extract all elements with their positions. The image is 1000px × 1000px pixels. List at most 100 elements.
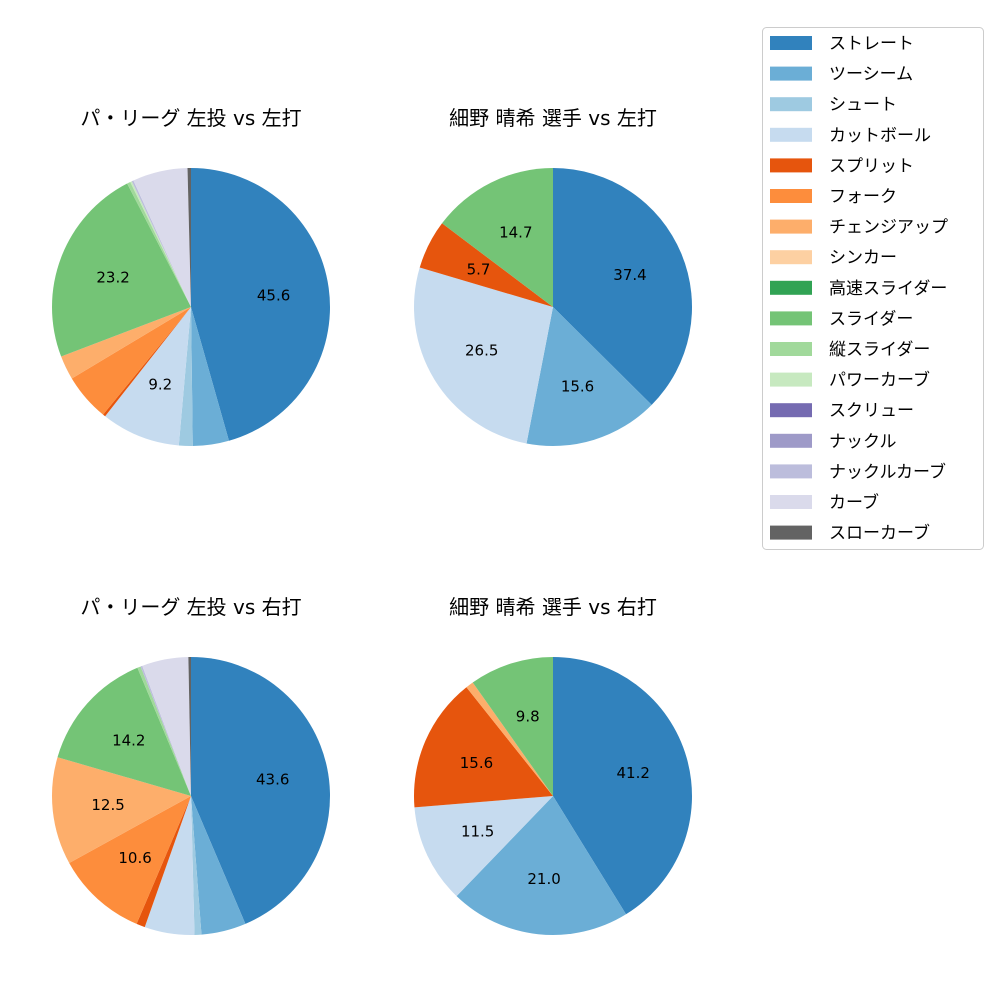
legend-swatch [770,525,812,540]
legend-swatch [770,280,812,295]
legend-swatch [770,127,812,142]
legend-item: 高速スライダー [770,279,947,299]
pie-slice [51,183,191,357]
pie-slice [131,180,191,307]
legend-swatch [770,158,812,173]
legend-swatch [770,250,812,265]
legend-swatch [770,495,812,509]
legend-label: ストレート [829,34,914,54]
legend-label: スローカーブ [829,523,930,544]
legend-item: チェンジアップ [770,218,948,238]
legend-item: フォーク [770,187,897,207]
pie-title: 細野 晴希 選手 vs 右打 [449,595,657,619]
legend-item: スクリュー [770,401,914,421]
pie-slice [472,657,553,796]
legend: ストレートツーシームシュートカットボールスプリットフォークチェンジアップシンカー… [762,27,984,550]
pie-slice [69,796,191,924]
legend-item: ナックルカーブ [770,461,946,482]
pie-slice [136,796,191,928]
slice-label: 43.6 [256,770,289,788]
slice-label: 5.7 [467,260,491,278]
pie-slice [57,667,191,796]
pie-chart-3: パ・リーグ 左投 vs 右打 43.6 10.6 12.5 14.2 [51,595,331,935]
legend-label: チェンジアップ [829,218,948,238]
slice-label: 14.2 [112,731,145,749]
slice-label: 15.6 [460,754,493,772]
pie-slice [419,223,553,307]
legend-label: カーブ [829,492,879,513]
legend-swatch [770,464,812,479]
pie-slice [133,168,191,307]
legend-label: スクリュー [829,401,914,421]
pie-slice [105,307,191,446]
slice-label: 14.7 [499,223,532,241]
legend-swatch [770,189,812,203]
legend-item: シンカー [770,248,897,268]
legend-item: 縦スライダー [770,340,930,360]
legend-item: パワーカーブ [770,370,930,391]
pie-slice [414,267,553,444]
pie-slice [71,307,191,415]
legend-label: ツーシーム [829,65,913,85]
pie-slice [140,665,191,796]
pie-slice [553,168,693,405]
pie-slice [187,168,191,307]
pie-slice [526,307,652,446]
pie-slice [51,757,191,863]
legend-label: シュート [829,95,897,115]
legend-item: スプリット [770,156,914,176]
pie-slice [188,657,191,796]
pie-slice [130,181,191,307]
legend-label: フォーク [829,187,897,207]
legend-label: 縦スライダー [829,340,930,360]
pie-slice [142,657,191,796]
pie-slice [137,666,191,796]
pie-slice [144,796,195,935]
legend-label: スプリット [829,156,914,176]
pie-slice [191,796,246,935]
pie-title: パ・リーグ 左投 vs 右打 [80,595,301,619]
legend-item: ナックル [770,432,897,452]
legend-swatch [770,311,812,326]
pie-slice [191,796,202,935]
pie-slice [442,168,553,307]
slice-label: 45.6 [257,287,290,305]
legend-swatch [770,342,812,356]
slice-label: 21.0 [527,870,560,888]
legend-label: ナックル [829,432,897,452]
slice-label: 10.6 [118,849,151,867]
legend-item: スローカーブ [770,523,930,544]
legend-swatch [770,36,812,50]
pie-slice [191,657,331,924]
slice-label: 26.5 [465,341,498,359]
pie-slice [191,168,330,441]
pie-chart-1: パ・リーグ 左投 vs 左打 45.6 9.2 23.2 [51,106,330,446]
legend-item: カットボール [770,126,931,146]
legend-item: スライダー [770,309,913,329]
pie-slice [61,307,191,379]
pie-chart-4: 細野 晴希 選手 vs 右打 41.2 21.0 11.5 15.6 9.8 [414,595,693,935]
legend-label: シンカー [829,248,897,268]
legend-swatch [770,97,812,112]
slice-label: 11.5 [461,823,494,841]
pie-title: パ・リーグ 左投 vs 左打 [80,106,301,130]
pie-slice [553,657,693,915]
slice-label: 15.6 [561,378,594,396]
legend-label: スライダー [829,309,913,329]
legend-label: カットボール [829,126,931,146]
pie-chart-2: 細野 晴希 選手 vs 左打 37.4 15.6 26.5 5.7 14.7 [414,106,693,446]
pie-slice [414,796,553,897]
legend-label: 高速スライダー [829,279,947,299]
legend-item: カーブ [770,492,879,513]
pie-slice [103,307,191,417]
pie-slice [127,181,191,307]
slice-label: 9.2 [148,376,172,394]
legend-swatch [770,372,812,387]
pie-title: 細野 晴希 選手 vs 左打 [449,106,657,130]
legend-swatch [770,66,812,81]
legend-swatch [770,433,812,448]
legend-label: ナックルカーブ [829,461,946,482]
legend-item: シュート [770,95,897,115]
